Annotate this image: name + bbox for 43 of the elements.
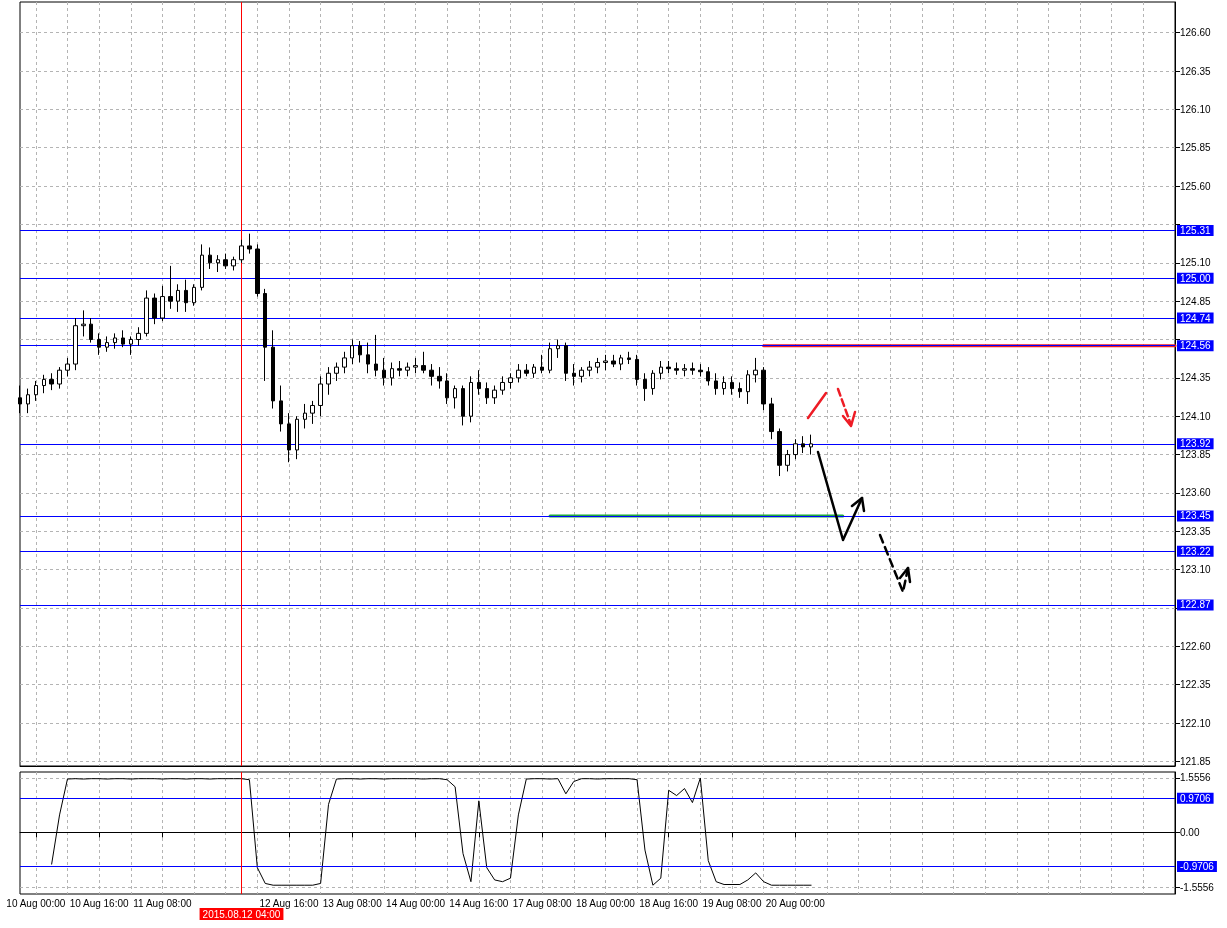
x-tick-label: 13 Aug 08:00	[322, 897, 383, 909]
y-tick-label: 124.10	[1180, 410, 1212, 422]
ref-line-label: 124.56	[1180, 340, 1212, 352]
x-tick-label: 14 Aug 00:00	[386, 897, 446, 909]
y-tick-label: 123.85	[1180, 449, 1212, 461]
y-tick-label: 125.85	[1180, 142, 1212, 154]
ref-line-label: 122.87	[1180, 599, 1212, 611]
x-tick-label: 14 Aug 16:00	[449, 897, 509, 909]
ref-line-label: 125.31	[1180, 225, 1212, 237]
y-tick-label: 121.85	[1180, 755, 1212, 767]
y-tick-label: 122.60	[1180, 640, 1212, 652]
y-tick-label: 1.5556	[1180, 772, 1212, 784]
y-tick-label: 123.60	[1180, 487, 1212, 499]
y-tick-label: 124.85	[1180, 295, 1212, 307]
y-tick-label: 0.00	[1180, 826, 1200, 838]
x-tick-label: 12 Aug 16:00	[259, 897, 319, 909]
y-tick-label: 124.35	[1180, 372, 1212, 384]
y-tick-label: 125.10	[1180, 257, 1212, 269]
x-tick-label: 19 Aug 08:00	[702, 897, 762, 909]
y-tick-label: 122.10	[1180, 717, 1212, 729]
y-tick-label: 126.35	[1180, 65, 1212, 77]
y-tick-label: 126.60	[1180, 27, 1212, 39]
y-tick-label: -1.5556	[1180, 881, 1215, 893]
y-tick-label: 123.35	[1180, 525, 1212, 537]
x-tick-label: 17 Aug 08:00	[512, 897, 573, 909]
x-tick-label: 2015.08.12 04:00	[202, 908, 281, 920]
ref-line-label: 124.74	[1180, 312, 1212, 324]
ref-line-label: 123.22	[1180, 545, 1212, 557]
x-tick-label: 10 Aug 16:00	[69, 897, 130, 909]
x-tick-label: 11 Aug 08:00	[133, 897, 192, 909]
x-tick-label: 18 Aug 16:00	[639, 897, 699, 909]
ref-line-label: 0.9706	[1180, 792, 1212, 804]
y-tick-label: 125.60	[1180, 180, 1212, 192]
x-tick-label: 10 Aug 00:00	[6, 897, 66, 909]
x-tick-label: 20 Aug 00:00	[765, 897, 826, 909]
ref-line-label: -0.9706	[1180, 861, 1215, 873]
x-tick-label: 18 Aug 00:00	[575, 897, 636, 909]
ref-line-label: 123.92	[1180, 438, 1212, 450]
y-tick-label: 122.35	[1180, 679, 1212, 691]
y-tick-label: 123.10	[1180, 564, 1212, 576]
ref-line-label: 125.00	[1180, 272, 1212, 284]
ref-line-label: 123.45	[1180, 510, 1212, 522]
y-tick-label: 126.10	[1180, 103, 1212, 115]
